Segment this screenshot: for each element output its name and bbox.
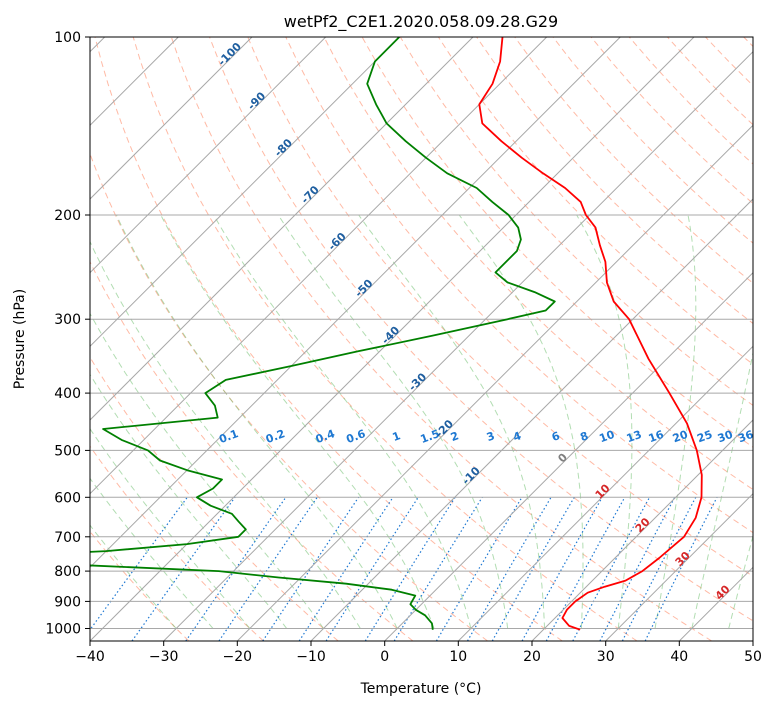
mixing-ratio-line	[218, 496, 318, 641]
dry-adiabat	[476, 37, 753, 325]
y-tick-label: 200	[54, 208, 81, 224]
mixing-ratio-label: 1	[391, 429, 403, 444]
profile-series	[90, 37, 703, 631]
x-tick-label: 0	[380, 649, 389, 665]
mixing-ratio-label: 20	[671, 428, 690, 446]
mixing-ratio-line	[572, 497, 651, 641]
mixing-ratio-label: 36	[736, 428, 755, 446]
x-tick-label: 20	[523, 649, 541, 665]
y-tick-label: 900	[54, 594, 81, 610]
mixing-ratio-label: 0.6	[345, 427, 368, 446]
isotherm-line	[236, 124, 753, 641]
x-tick-label: −30	[149, 649, 179, 665]
dry-adiabat	[247, 37, 753, 577]
temperature-line	[478, 37, 703, 631]
mixing-ratio-line	[644, 497, 718, 641]
isotherm-line	[531, 419, 753, 641]
isotherm-line	[163, 50, 753, 641]
isotherm-line	[90, 37, 400, 348]
isotherm-line	[90, 37, 621, 569]
mixing-ratio-label: 13	[625, 428, 644, 445]
dry-adiabat	[323, 37, 753, 491]
isotherm-line	[310, 198, 753, 641]
mixing-ratio-label: 10	[597, 428, 616, 446]
y-tick-label: 500	[54, 443, 81, 459]
mixing-ratio-label: 30	[716, 428, 735, 446]
dry-adiabat	[132, 37, 638, 641]
dry-adiabat	[514, 37, 753, 284]
x-tick-label: 10	[449, 649, 467, 665]
mixing-ratio-line	[262, 496, 360, 641]
dry-adiabat	[94, 37, 563, 641]
mixing-ratio-line	[90, 496, 188, 631]
dewpoint-line	[90, 37, 556, 630]
dry-adiabat	[170, 37, 712, 641]
x-axis-label: Temperature (°C)	[360, 681, 482, 697]
mixing-ratio-label: 25	[695, 428, 714, 445]
isotherm-line	[457, 345, 753, 641]
isotherm-line	[605, 492, 753, 641]
mixing-ratio-line	[364, 496, 456, 641]
dry-adiabat	[90, 445, 264, 641]
mixing-ratio-label: 0.2	[264, 427, 287, 446]
isotherm-line	[90, 37, 548, 495]
isotherm-line	[384, 271, 753, 641]
mixing-ratio-label: 2	[449, 429, 461, 444]
mixing-ratio-label: 8	[578, 429, 590, 444]
isotherm-line	[90, 37, 327, 274]
mixing-ratio-label: 16	[647, 428, 666, 446]
x-tick-label: 30	[597, 649, 615, 665]
isotherm-line	[90, 37, 253, 200]
mixing-ratio-label: 0.4	[314, 427, 337, 446]
x-tick-label: −40	[75, 649, 105, 665]
dry-adiabat	[90, 260, 414, 641]
mixing-ratio-label: 4	[511, 429, 523, 444]
x-tick-label: −10	[296, 649, 326, 665]
y-axis-label: Pressure (hPa)	[12, 289, 28, 389]
mixing-ratio-label: 1.5	[419, 427, 442, 446]
chart-title: wetPf2_C2E1.2020.058.09.28.G29	[284, 12, 558, 32]
y-tick-label: 700	[54, 530, 81, 546]
mixing-ratio-label: 3	[485, 429, 497, 444]
isotherm-line	[90, 37, 695, 641]
y-tick-label: 800	[54, 564, 81, 580]
mixing-ratio-label: 6	[550, 429, 562, 444]
y-tick-label: 300	[54, 312, 81, 328]
dry-adiabat	[90, 356, 339, 641]
y-tick-label: 600	[54, 490, 81, 506]
axes: −40 −30 −20 −10 0 10 20 30 40 5010020030040050060…	[45, 30, 762, 665]
moist-adiabat	[90, 312, 324, 629]
mixing-ratio-line	[325, 496, 419, 641]
moist-adiabat	[115, 214, 398, 629]
plot-frame	[89, 36, 754, 642]
dry-adiabat	[285, 37, 753, 534]
line-labels: 0.1 0.2 0.4 0.6 1 1.5 2 3 4 6 8 10 13 16 20 25 30 36-100-…	[215, 40, 755, 603]
mixing-ratio-line	[545, 497, 626, 641]
pressure-gridlines	[90, 37, 753, 641]
y-tick-label: 1000	[45, 622, 81, 638]
isotherm-line	[90, 37, 474, 421]
x-tick-label: 50	[744, 649, 762, 665]
mixing-ratio-line	[599, 497, 676, 641]
x-tick-label: −20	[223, 649, 253, 665]
mixing-ratio-line	[393, 496, 483, 641]
mixing-ratio-label: 0.1	[217, 427, 240, 446]
y-tick-label: 400	[54, 386, 81, 402]
x-tick-label: 40	[670, 649, 688, 665]
dry-adiabat	[209, 37, 753, 622]
y-tick-label: 100	[54, 30, 81, 46]
mixing-ratio-line	[621, 497, 697, 641]
mixing-ratio-line	[131, 496, 236, 641]
